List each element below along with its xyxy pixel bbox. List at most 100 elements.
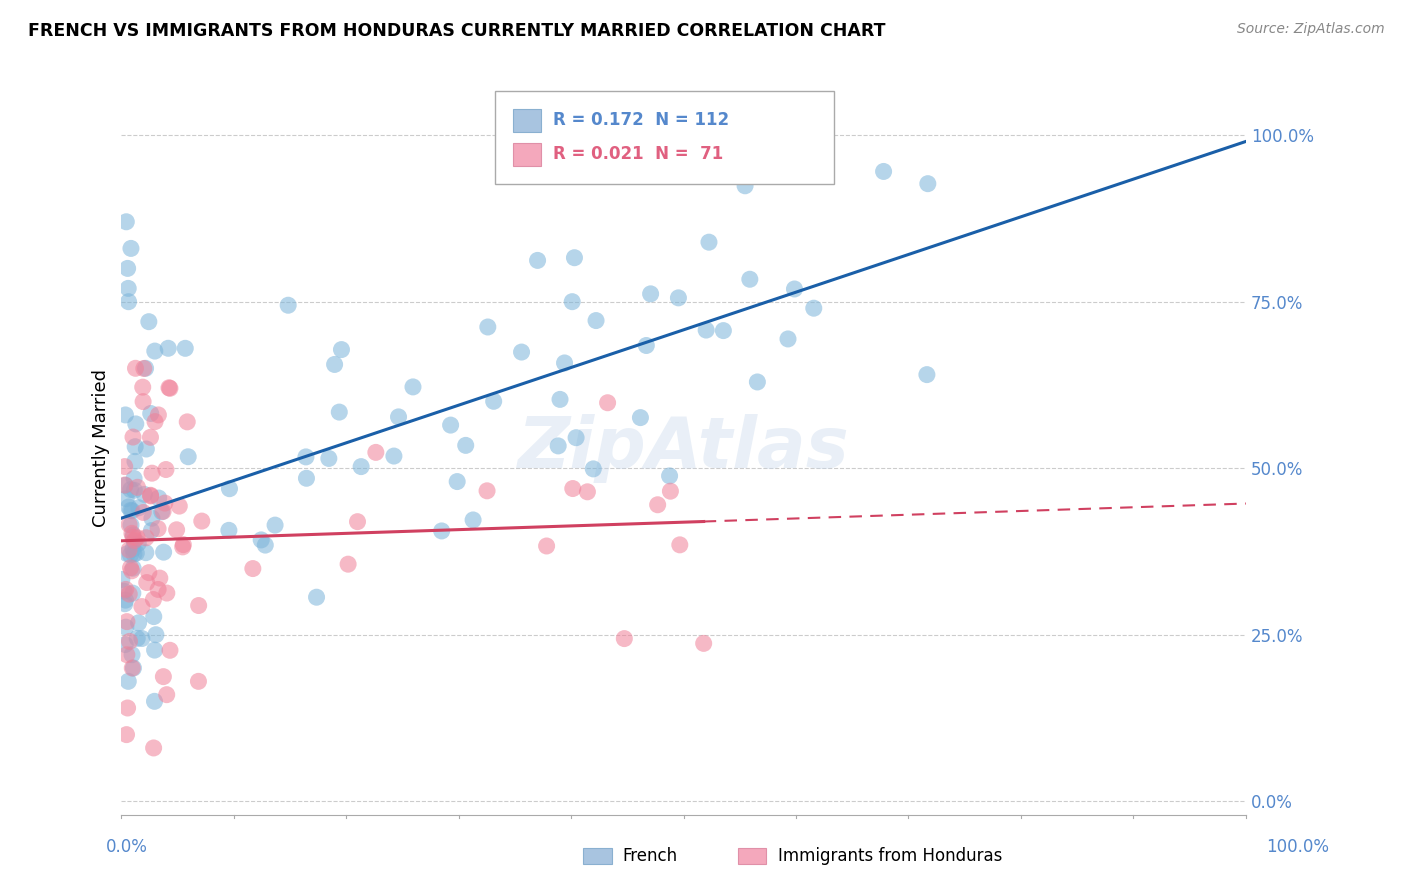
Point <box>548 392 571 407</box>
Point <box>159 381 181 395</box>
Point <box>145 628 167 642</box>
Point <box>264 518 287 533</box>
Point <box>323 358 346 372</box>
Point <box>122 661 145 675</box>
Point <box>127 536 149 550</box>
Point <box>585 313 607 327</box>
Point <box>114 408 136 422</box>
Point <box>131 599 153 614</box>
Point <box>112 584 135 599</box>
Point <box>669 538 692 552</box>
Point <box>382 449 405 463</box>
Point <box>135 546 157 560</box>
Point <box>149 571 172 585</box>
Point <box>337 557 360 571</box>
Point <box>124 483 146 498</box>
Point <box>143 643 166 657</box>
Point <box>157 381 180 395</box>
Point <box>295 450 318 464</box>
Point <box>117 547 139 561</box>
Point <box>115 615 138 629</box>
Point <box>115 728 138 742</box>
Point <box>114 582 136 597</box>
Point <box>547 439 569 453</box>
Point <box>143 415 166 429</box>
Point <box>138 566 160 580</box>
Point <box>125 546 148 560</box>
Text: Source: ZipAtlas.com: Source: ZipAtlas.com <box>1237 22 1385 37</box>
Point <box>117 500 139 514</box>
Point <box>114 478 136 492</box>
Point <box>128 500 150 515</box>
Point <box>141 511 163 525</box>
Point <box>148 491 170 505</box>
Point <box>461 513 484 527</box>
Point <box>647 498 669 512</box>
Point <box>117 281 139 295</box>
Point <box>142 741 165 756</box>
Point <box>135 361 157 376</box>
Point <box>695 323 717 337</box>
Point <box>115 491 138 506</box>
Point <box>122 561 145 575</box>
Point <box>636 338 658 352</box>
Point <box>364 445 387 459</box>
Point <box>176 415 198 429</box>
Point <box>166 523 188 537</box>
Point <box>118 517 141 532</box>
Point <box>250 533 273 547</box>
Point <box>121 586 143 600</box>
Point <box>350 459 373 474</box>
Point <box>475 483 498 498</box>
Text: ZipAtlas: ZipAtlas <box>517 414 849 483</box>
Point <box>169 499 191 513</box>
Point <box>159 643 181 657</box>
Point <box>582 462 605 476</box>
Point <box>187 599 209 613</box>
Point <box>346 515 368 529</box>
Point <box>564 251 586 265</box>
Point <box>152 670 174 684</box>
Point <box>118 634 141 648</box>
Point <box>114 638 136 652</box>
Point <box>536 539 558 553</box>
Point <box>139 407 162 421</box>
Point <box>120 483 142 497</box>
Point <box>156 586 179 600</box>
Point <box>295 471 318 485</box>
Point <box>127 531 149 545</box>
Point <box>177 450 200 464</box>
Point <box>734 178 756 193</box>
Point <box>141 466 163 480</box>
Point <box>124 361 146 376</box>
Y-axis label: Currently Married: Currently Married <box>93 369 110 527</box>
Point <box>121 504 143 518</box>
Point <box>121 661 143 675</box>
Point <box>122 534 145 549</box>
Point <box>146 582 169 597</box>
Point <box>692 636 714 650</box>
Point <box>122 530 145 544</box>
Point <box>747 375 769 389</box>
Point <box>783 282 806 296</box>
Point <box>135 575 157 590</box>
Point <box>526 253 548 268</box>
Text: 100.0%: 100.0% <box>1265 838 1329 856</box>
Point <box>115 620 138 634</box>
Point <box>191 514 214 528</box>
Point <box>132 361 155 376</box>
Point <box>510 345 533 359</box>
Point <box>143 344 166 359</box>
Point <box>143 694 166 708</box>
Point <box>121 564 143 578</box>
Point <box>138 315 160 329</box>
Point <box>446 475 468 489</box>
Point <box>124 533 146 548</box>
Point <box>915 368 938 382</box>
Point <box>439 418 461 433</box>
Point <box>127 480 149 494</box>
Point <box>330 343 353 357</box>
Point <box>139 489 162 503</box>
Point <box>172 540 194 554</box>
Point <box>117 294 139 309</box>
